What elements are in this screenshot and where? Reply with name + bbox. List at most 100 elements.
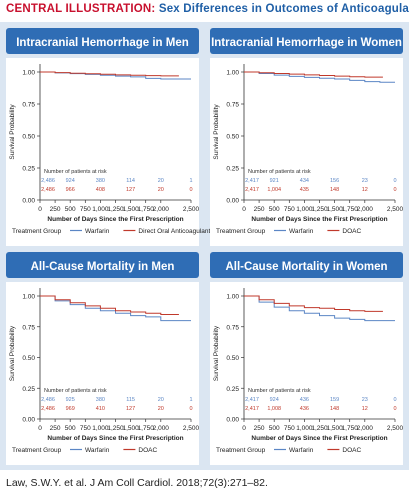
y-tick-label: 0.75 — [226, 324, 239, 331]
y-tick-label: 0.50 — [226, 134, 239, 141]
risk-table-label: Number of patients at risk — [248, 169, 311, 175]
panel-header — [6, 28, 199, 54]
plot-card — [210, 282, 403, 465]
legend-title: Treatment Group — [216, 228, 266, 235]
x-tick-label: 1,750 — [342, 425, 359, 432]
risk-count: 23 — [362, 397, 368, 403]
y-tick-label: 0.25 — [226, 386, 239, 393]
chart-title: All-Cause Mortality in Women — [225, 261, 387, 273]
x-tick-label: 1,750 — [342, 206, 359, 213]
banner-lead: CENTRAL ILLUSTRATION: — [6, 3, 156, 15]
risk-count: 115 — [126, 397, 135, 403]
risk-count: 380 — [96, 397, 105, 403]
x-tick-label: 2,500 — [387, 425, 404, 432]
plot-card — [6, 58, 199, 246]
x-tick-label: 1,500 — [326, 206, 343, 213]
legend-title: Treatment Group — [12, 447, 62, 454]
x-tick-label: 500 — [269, 206, 280, 213]
x-tick-label: 2,000 — [357, 425, 374, 432]
series-line — [40, 71, 179, 77]
x-tick-label: 0 — [242, 206, 246, 213]
y-axis-label: Survival Probability — [9, 104, 16, 160]
risk-count: 23 — [362, 178, 368, 184]
chart-panel-2: Intracranial Hemorrhage in Women 0.00 0.25… — [210, 28, 404, 246]
x-axis-label: Number of Days Since the First Prescript… — [47, 216, 183, 223]
x-tick-label: 0 — [38, 206, 42, 213]
risk-count: 0 — [393, 187, 396, 193]
y-tick-label: 0.75 — [22, 324, 35, 331]
risk-count: 0 — [393, 406, 396, 412]
chart-panel-4: All-Cause Mortality in Women 0.00 0.25 0.50… — [210, 252, 404, 465]
x-tick-label: 250 — [254, 206, 265, 213]
risk-count: 1,004 — [267, 187, 281, 193]
risk-count: 1,008 — [267, 406, 281, 412]
chart-title: All-Cause Mortality in Men — [31, 261, 175, 273]
risk-table-label: Number of patients at risk — [44, 388, 107, 394]
risk-count: 156 — [330, 178, 339, 184]
x-tick-label: 2,500 — [183, 206, 200, 213]
risk-count: 2,486 — [41, 397, 55, 403]
risk-count: 0 — [189, 406, 192, 412]
risk-count: 436 — [300, 406, 309, 412]
risk-table-label: Number of patients at risk — [248, 388, 311, 394]
risk-count: 380 — [96, 178, 105, 184]
x-tick-label: 0 — [242, 425, 246, 432]
x-tick-label: 500 — [65, 206, 76, 213]
x-tick-label: 750 — [284, 206, 295, 213]
x-tick-label: 1,750 — [138, 206, 155, 213]
y-tick-label: 0.50 — [22, 355, 35, 362]
risk-count: 20 — [158, 178, 164, 184]
risk-count: 159 — [330, 397, 339, 403]
x-tick-label: 500 — [65, 425, 76, 432]
risk-count: 127 — [126, 406, 135, 412]
panel-header — [210, 28, 403, 54]
legend-entry: Warfarin — [289, 447, 314, 454]
risk-count: 924 — [270, 397, 279, 403]
y-tick-label: 0.75 — [226, 102, 239, 109]
chart-panel-1: Intracranial Hemorrhage in Men 0.00 0.25 0.… — [6, 28, 235, 246]
y-tick-label: 0.00 — [226, 198, 239, 205]
y-tick-label: 0.75 — [22, 102, 35, 109]
x-tick-label: 1,500 — [122, 425, 139, 432]
x-tick-label: 750 — [80, 425, 91, 432]
risk-count: 925 — [66, 397, 75, 403]
legend-entry: DOAC — [342, 447, 361, 454]
x-tick-label: 1,000 — [92, 425, 109, 432]
y-tick-label: 0.50 — [226, 355, 239, 362]
legend-entry: Warfarin — [85, 447, 110, 454]
legend-entry: Warfarin — [289, 228, 314, 235]
banner: CENTRAL ILLUSTRATION: Sex Differences in… — [0, 0, 409, 22]
plot-card — [6, 282, 199, 465]
risk-count: 20 — [158, 406, 164, 412]
x-tick-label: 750 — [80, 206, 91, 213]
x-tick-label: 250 — [254, 425, 265, 432]
x-tick-label: 1,500 — [326, 425, 343, 432]
series-line — [40, 295, 179, 315]
series-line — [244, 295, 383, 312]
x-axis-label: Number of Days Since the First Prescript… — [251, 435, 387, 442]
risk-count: 436 — [300, 397, 309, 403]
x-tick-label: 1,250 — [311, 206, 328, 213]
y-tick-label: 0.50 — [22, 134, 35, 141]
series-line — [244, 71, 383, 78]
legend-entry: DOAC — [138, 447, 157, 454]
risk-count: 0 — [393, 397, 396, 403]
risk-count: 12 — [362, 187, 368, 193]
x-axis-label: Number of Days Since the First Prescript… — [251, 216, 387, 223]
risk-count: 0 — [393, 178, 396, 184]
chart-title: Intracranial Hemorrhage in Women — [211, 37, 402, 49]
risk-count: 408 — [96, 187, 105, 193]
legend-entry: DOAC — [342, 228, 361, 235]
panel-header — [6, 252, 199, 278]
risk-count: 434 — [300, 178, 309, 184]
x-tick-label: 1,750 — [138, 425, 155, 432]
risk-count: 127 — [126, 187, 135, 193]
y-tick-label: 0.00 — [226, 417, 239, 424]
x-tick-label: 1,250 — [107, 206, 124, 213]
risk-count: 1 — [189, 178, 192, 184]
risk-count: 1 — [189, 397, 192, 403]
x-tick-label: 1,000 — [92, 206, 109, 213]
y-tick-label: 0.25 — [226, 166, 239, 173]
risk-count: 20 — [158, 397, 164, 403]
y-tick-label: 1.00 — [226, 294, 239, 301]
